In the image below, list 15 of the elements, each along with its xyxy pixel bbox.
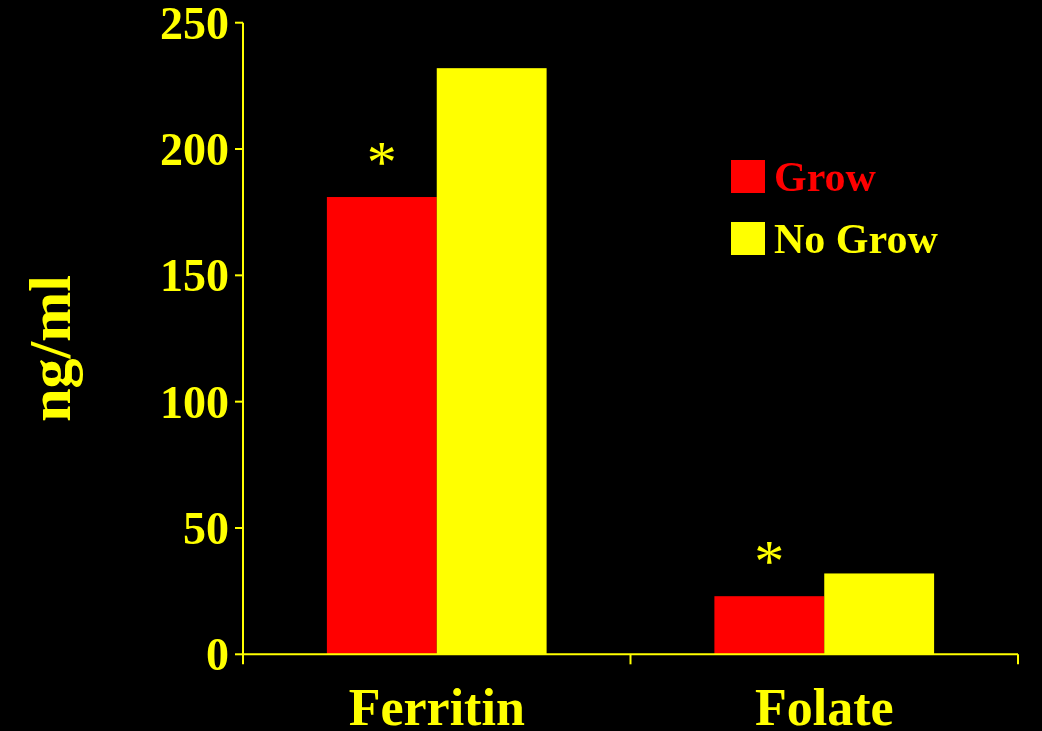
- bar: [714, 596, 825, 655]
- y-tick-label: 250: [160, 0, 229, 49]
- y-axis-title: ng/ml: [17, 275, 83, 422]
- annotation: *: [754, 528, 785, 595]
- y-tick-label: 0: [206, 629, 229, 681]
- x-tick-label: Ferritin: [348, 679, 525, 731]
- legend-label: Grow: [774, 154, 877, 200]
- y-tick-label: 150: [160, 250, 229, 302]
- legend-label: No Grow: [774, 216, 939, 262]
- y-tick-label: 50: [183, 503, 229, 555]
- annotation: *: [366, 129, 397, 196]
- y-tick-label: 200: [160, 124, 229, 176]
- x-tick-label: Folate: [754, 679, 894, 731]
- bar: [326, 197, 437, 655]
- y-tick-label: 100: [160, 376, 229, 428]
